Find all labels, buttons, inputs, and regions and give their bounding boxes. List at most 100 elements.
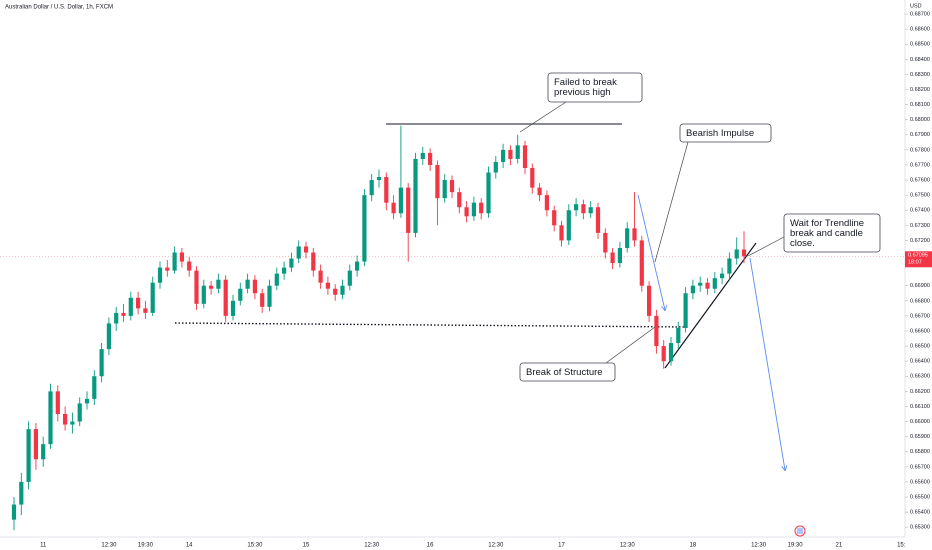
y-tick-label: 0.65300 — [910, 525, 930, 531]
y-tick-label: 0.67300 — [910, 223, 930, 229]
candle-body — [274, 273, 279, 286]
candle-body — [639, 240, 644, 286]
candle-body — [683, 293, 688, 328]
candle-body — [471, 202, 476, 217]
x-tick-label: 16 — [427, 543, 434, 549]
y-tick-label: 0.65500 — [910, 494, 930, 500]
y-tick-label: 0.66600 — [910, 328, 930, 334]
candle-body — [369, 180, 374, 196]
y-tick-label: 0.66200 — [910, 389, 930, 395]
candle-body — [55, 391, 60, 414]
candle-body — [347, 270, 352, 286]
y-tick-label: 0.66400 — [910, 359, 930, 365]
candle-body — [457, 192, 462, 208]
candle-body — [376, 177, 382, 181]
callout-text: Wait for Trendline — [790, 218, 864, 229]
y-tick-label: 0.66500 — [910, 344, 930, 350]
callout-box — [679, 123, 772, 143]
x-tick-label: 21 — [836, 543, 843, 549]
candle-body — [157, 267, 163, 283]
candle-body — [143, 308, 148, 313]
candle-body — [296, 246, 301, 259]
x-tick-label: 12:30 — [751, 543, 767, 549]
candle-body — [413, 158, 418, 233]
candle-body — [464, 207, 469, 217]
candle-body — [252, 279, 257, 294]
candle-body — [245, 279, 250, 289]
callout-box — [519, 362, 616, 382]
candle-body — [41, 444, 46, 460]
candle-body — [501, 149, 506, 162]
x-tick-label: 12:30 — [620, 543, 636, 549]
y-tick-label: 0.66000 — [910, 419, 930, 425]
callout-text: Bearish Impulse — [686, 128, 754, 139]
drawings — [174, 123, 806, 537]
candle-body — [260, 293, 265, 307]
candle-body — [303, 246, 309, 253]
candle-body — [712, 278, 717, 289]
candle-body — [647, 285, 652, 316]
structure-line — [174, 322, 689, 328]
candle-body — [617, 247, 622, 264]
y-tick-label: 0.66300 — [910, 374, 930, 380]
y-tick-label: 0.68300 — [910, 72, 930, 78]
candle-body — [588, 207, 593, 214]
y-tick-label: 0.67400 — [910, 208, 930, 214]
last-price-label: 0.67095 — [908, 253, 928, 259]
candle-body — [698, 282, 703, 286]
candle-body — [77, 403, 82, 422]
candle-body — [530, 167, 535, 188]
candle-body — [19, 481, 24, 505]
candle-body — [106, 323, 111, 350]
x-tick-label: 15:30 — [897, 543, 913, 549]
candle-body — [428, 152, 433, 165]
candle-body — [172, 252, 177, 271]
candle-body — [632, 228, 637, 241]
callout-pointer — [747, 236, 785, 257]
candle-body — [581, 204, 586, 214]
countdown-label: 18:07 — [908, 260, 922, 266]
candle-body — [508, 149, 513, 159]
candle-body — [84, 398, 90, 404]
candle-body — [136, 297, 141, 309]
callout-text: Break of Structure — [526, 367, 603, 378]
y-tick-label: 0.65400 — [910, 510, 930, 516]
last-price-badge — [905, 251, 932, 268]
x-tick-label: 15 — [303, 543, 310, 549]
candle-body — [355, 261, 360, 271]
candle-body — [92, 376, 97, 399]
y-tick-label: 0.66100 — [910, 404, 930, 410]
callout-text: Failed to break — [554, 77, 617, 88]
callout-text: close. — [790, 238, 815, 249]
candle-body — [676, 327, 681, 344]
candle-body — [595, 207, 601, 233]
candle-body — [566, 210, 571, 241]
y-tick-label: 0.67200 — [910, 238, 930, 244]
candle-body — [559, 225, 564, 241]
candle-body — [544, 195, 549, 211]
y-tick-label: 0.66700 — [910, 313, 930, 319]
candle-body — [333, 288, 338, 295]
candle-body — [209, 285, 214, 289]
candle-body — [668, 343, 674, 362]
y-tick-label: 0.68700 — [910, 11, 930, 17]
y-tick-label: 0.67600 — [910, 178, 930, 184]
candle-body — [420, 152, 425, 159]
y-tick-label: 0.68600 — [910, 27, 930, 33]
x-tick-label: 12:30 — [488, 543, 504, 549]
y-tick-label: 0.67500 — [910, 193, 930, 199]
y-tick-label: 0.68500 — [910, 42, 930, 48]
callout-box — [547, 72, 643, 103]
candle-body — [282, 267, 287, 274]
candle-body — [150, 282, 155, 313]
x-tick-label: 18 — [690, 543, 697, 549]
x-tick-label: 12:30 — [364, 543, 380, 549]
candle-body — [238, 288, 243, 301]
candle-body — [267, 285, 272, 307]
candle-body — [179, 252, 184, 262]
x-tick-label: 11 — [40, 543, 47, 549]
projection-arrow — [749, 257, 785, 470]
y-tick-label: 0.65600 — [910, 479, 930, 485]
callout-box — [783, 213, 881, 253]
y-tick-label: 0.65900 — [910, 434, 930, 440]
